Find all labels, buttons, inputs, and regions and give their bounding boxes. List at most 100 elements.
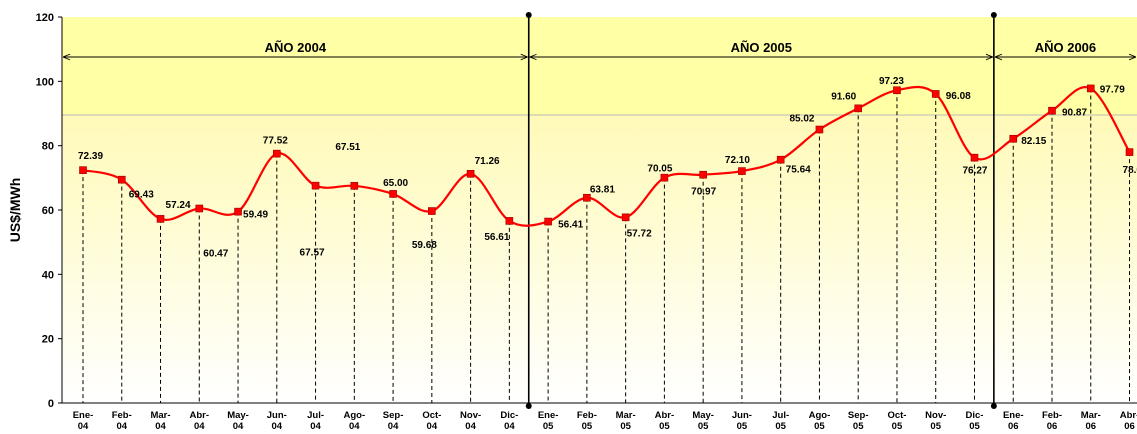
data-label: 63.81 [590,185,615,196]
marker [699,170,707,179]
x-tick-label: Dic-04 [500,410,518,432]
divider-dot [525,403,532,409]
x-tick-label: Mar-06 [1081,410,1101,432]
marker [195,204,204,213]
marker [738,167,746,175]
data-label: 72.39 [78,151,103,162]
y-axis-title: US$/MWh [7,178,23,243]
data-label: 97.79 [1100,84,1125,95]
data-label: 91.60 [831,91,856,102]
marker [234,207,242,216]
divider-dot [525,12,532,18]
data-label: 96.08 [946,91,971,102]
x-tick-label: Mar-04 [150,410,170,432]
data-label: 60.47 [203,248,228,259]
data-label: 67.51 [335,142,360,153]
x-tick-label: Jul-05 [772,410,789,432]
x-tick-label: Jun-04 [267,410,287,432]
x-tick-label: Ene-06 [1003,410,1024,432]
data-label: 97.23 [879,76,904,87]
x-tick-label: Feb-06 [1042,410,1062,432]
data-label: 82.15 [1021,136,1046,147]
data-label: 67.57 [300,248,325,259]
y-tick-label: 80 [42,141,54,153]
data-label: 65.00 [383,178,408,189]
data-label: 56.61 [484,232,509,243]
data-label: 57.24 [166,200,191,211]
divider-dot [990,403,997,409]
marker [505,217,514,225]
marker [776,155,785,164]
x-tick-label: May-04 [227,410,249,432]
marker [156,215,165,223]
x-tick-label: Ene-05 [538,410,559,432]
x-tick-label: Dic-05 [966,410,984,432]
x-tick-label: Oct-04 [422,410,441,432]
marker [583,193,591,202]
x-tick-label: Abr-06 [1120,410,1137,432]
x-tick-label: Mar-05 [616,410,636,432]
data-label: 85.02 [789,114,814,125]
marker [466,169,475,178]
price-line [82,85,1131,227]
year-label: AÑO 2005 [731,40,792,55]
data-label: 59.68 [412,240,437,251]
x-tick-label: Ago-04 [343,410,365,432]
x-tick-label: Ene-04 [73,410,94,432]
x-tick-label: Sep-05 [848,410,869,432]
data-label: 90.87 [1062,108,1087,119]
x-tick-label: Nov-04 [460,410,481,432]
marker [931,90,940,98]
plot-background [62,115,1137,403]
y-tick-label: 100 [36,76,54,88]
marker [350,182,359,190]
x-tick-label: Abr-04 [190,410,210,432]
data-label: 69.43 [129,190,154,201]
y-tick-label: 120 [36,12,54,24]
marker [79,166,87,174]
data-label: 56.41 [558,220,583,231]
data-label: 78.0 [1123,165,1137,176]
data-label: 77.52 [263,136,288,147]
marker [1048,106,1056,115]
x-tick-label: Abr-05 [655,410,675,432]
marker [428,207,436,215]
data-label: 70.05 [647,164,672,175]
marker [389,190,397,198]
marker [970,153,979,162]
year-label: AÑO 2006 [1035,40,1096,55]
marker [1125,148,1134,156]
x-tick-label: Oct-05 [887,410,906,432]
x-tick-label: Jul-04 [307,410,324,432]
marker [117,175,126,184]
x-tick-label: Feb-05 [577,410,597,432]
marker [544,217,552,226]
data-label: 75.64 [786,165,811,176]
y-tick-label: 0 [48,398,54,410]
x-tick-label: Feb-04 [112,410,132,432]
marker [1086,84,1095,93]
x-tick-label: Jun-05 [732,410,752,432]
data-label: 70.97 [691,187,716,198]
x-tick-label: Nov-05 [925,410,946,432]
y-tick-label: 20 [42,334,54,346]
marker [272,149,281,158]
data-label: 72.10 [725,155,750,166]
x-tick-label: Ago-05 [809,410,831,432]
marker [621,213,630,222]
data-label: 59.49 [243,210,268,221]
data-label: 76.27 [962,166,987,177]
year-band [62,17,1137,115]
marker [1009,134,1018,143]
data-label: 71.26 [475,156,500,167]
y-tick-label: 60 [42,205,54,217]
marker [815,125,824,134]
marker [854,104,863,113]
x-tick-label: May-05 [692,410,714,432]
data-label: 57.72 [627,228,652,239]
year-label: AÑO 2004 [265,40,327,55]
marker [893,86,901,95]
divider-dot [990,12,997,18]
